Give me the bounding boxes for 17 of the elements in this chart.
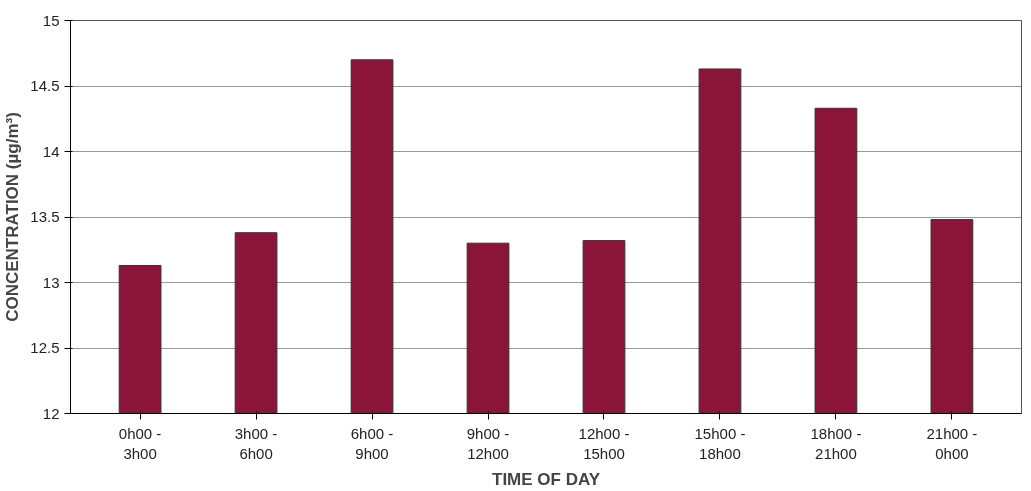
x-tick-label: 15h00 - 18h00 — [694, 424, 746, 462]
x-tick-label: 9h00 - 12h00 — [466, 424, 510, 462]
y-axis-title: CONCENTRATION (µg/m³) — [3, 112, 23, 322]
x-tick-label: 21h00 - 0h00 — [926, 424, 978, 462]
y-tick-label: 13 — [42, 273, 60, 291]
y-tick-label: 15 — [42, 11, 60, 29]
x-tick-label: 0h00 - 3h00 — [118, 424, 162, 462]
x-tick-label: 18h00 - 21h00 — [810, 424, 862, 462]
x-tick-label: 12h00 - 15h00 — [578, 424, 630, 462]
y-tick-label: 12.5 — [30, 339, 60, 356]
y-tick-label: 13.5 — [30, 208, 60, 225]
x-tick-label: 3h00 - 6h00 — [234, 424, 278, 462]
x-axis-title: TIME OF DAY — [492, 469, 601, 489]
y-tick-label: 14 — [42, 142, 60, 160]
y-tick-label: 14.5 — [30, 77, 60, 94]
y-tick-label: 12 — [42, 404, 60, 422]
x-tick-label: 6h00 - 9h00 — [350, 424, 394, 462]
